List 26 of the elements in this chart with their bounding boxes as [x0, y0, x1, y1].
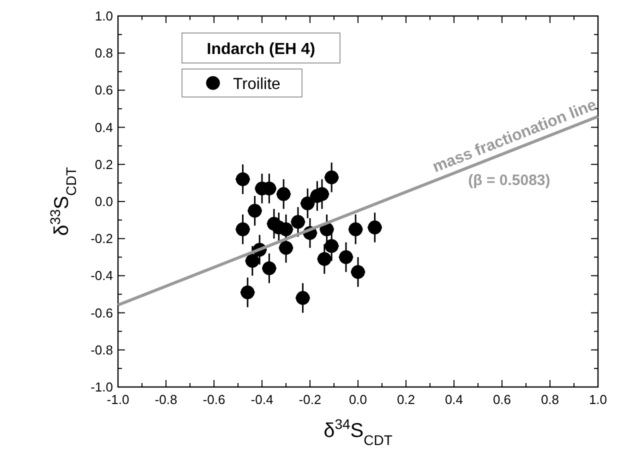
x-tick-label: 1.0 — [588, 392, 608, 407]
y-tick-label: 0.0 — [94, 194, 113, 209]
x-tick-label: -0.2 — [298, 392, 322, 407]
y-tick-label: 0.4 — [94, 120, 113, 135]
y-tick-label: -0.6 — [90, 305, 113, 320]
y-tick-label: -0.2 — [90, 231, 113, 246]
annotation: (β = 0.5083) — [468, 172, 550, 189]
x-tick-label: 0.4 — [444, 392, 464, 407]
legend-title: Indarch (EH 4) — [206, 41, 316, 58]
y-tick-label: -1.0 — [90, 380, 113, 394]
x-tick-label: -0.6 — [202, 392, 226, 407]
y-tick-label: 0.6 — [94, 82, 113, 98]
y-tick-label: -0.8 — [90, 342, 113, 358]
x-tick-label: 0.0 — [348, 392, 368, 407]
y-tick-label: 0.8 — [94, 46, 113, 61]
x-tick-label: 0.2 — [396, 392, 416, 407]
x-tick-label: 0.8 — [540, 392, 560, 407]
x-tick-label: -0.8 — [154, 392, 178, 407]
x-tick-label: -1.0 — [106, 392, 130, 407]
y-tick-label: 0.2 — [94, 156, 113, 172]
x-tick-label: 0.6 — [492, 392, 512, 407]
y-tick-label: 1.0 — [94, 8, 113, 24]
x-axis-title: δ$^{34}$S$_{CDT}$ — [324, 416, 393, 448]
x-tick-label: -0.4 — [250, 392, 274, 407]
y-tick-label: -0.4 — [90, 268, 113, 284]
legend-label: Troilite — [233, 76, 281, 93]
